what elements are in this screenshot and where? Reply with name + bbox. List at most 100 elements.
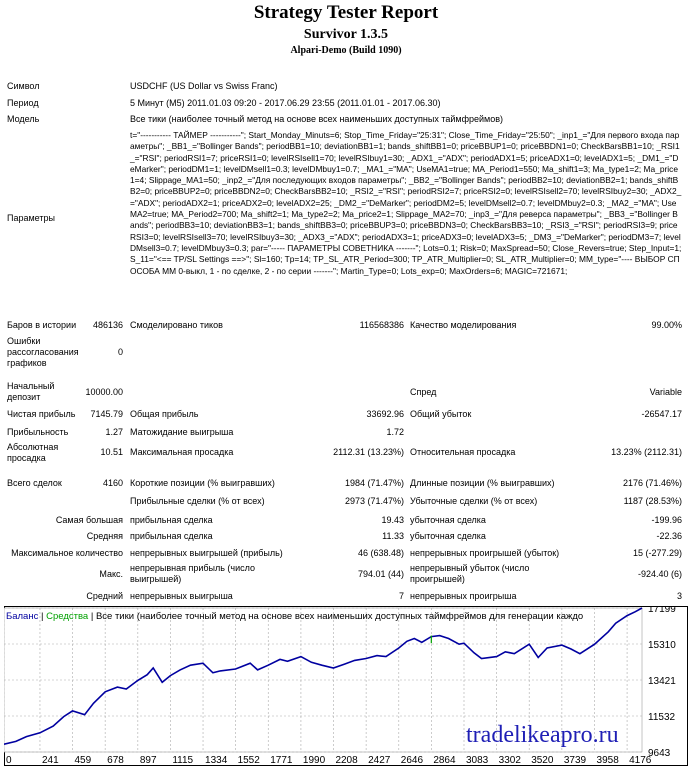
x-tick-label: 2208 (335, 755, 358, 766)
avg-wins-label: непрерывных выигрыша (130, 591, 233, 601)
max-drawdown-label: Максимальная просадка (130, 447, 234, 457)
net-profit-value: 7145.79 (90, 409, 123, 419)
long-positions-label: Длинные позиции (% выигравших) (410, 478, 555, 488)
largest-profit-value: 19.43 (381, 515, 404, 525)
errors-value: 0 (117, 347, 123, 357)
bars-value: 486136 (92, 320, 123, 330)
consec-loss-value: -924.40 (6) (637, 569, 682, 579)
model-label: Модель (7, 114, 40, 124)
x-tick-label: 3520 (531, 755, 554, 766)
ticks-label: Смоделировано тиков (130, 320, 223, 330)
avg-wins-value: 7 (398, 591, 404, 601)
profit-trades-value: 2973 (71.47%) (344, 496, 404, 506)
average-trade-label: Средняя (86, 531, 123, 541)
x-tick-label: 678 (107, 755, 124, 766)
net-profit-label: Чистая прибыль (7, 409, 76, 419)
y-tick-label: 15310 (648, 640, 676, 651)
spread-value: Variable (649, 387, 682, 397)
avg-loss-value: -22.36 (656, 531, 682, 541)
watermark: tradelikeapro.ru (466, 722, 619, 748)
average-label: Средний (86, 591, 123, 601)
consec-profit-value: 794.01 (44) (357, 569, 404, 579)
gross-loss-value: -26547.17 (641, 409, 682, 419)
consec-wins-value: 46 (638.48) (357, 548, 404, 558)
params-label: Параметры (7, 213, 55, 223)
short-positions-label: Короткие позиции (% выигравших) (130, 478, 275, 488)
y-tick-label: 9643 (648, 748, 671, 759)
x-tick-label: 1990 (303, 755, 326, 766)
legend-model: Все тики (наиболее точный метод на основ… (95, 611, 584, 622)
short-positions-value: 1984 (71.47%) (344, 478, 404, 488)
period-value: 5 Минут (M5) 2011.01.03 09:20 - 2017.06.… (130, 98, 441, 108)
x-tick-label: 1771 (270, 755, 293, 766)
gross-profit-value: 33692.96 (366, 409, 404, 419)
rel-drawdown-value: 13.23% (2112.31) (611, 447, 682, 457)
consec-losses-value: 15 (-277.29) (632, 548, 682, 558)
max-label: Макс. (99, 569, 123, 579)
gross-loss-label: Общий убыток (410, 409, 472, 419)
consec-wins-label: непрерывных выигрышей (прибыль) (130, 548, 283, 558)
deposit-value: 10000.00 (85, 387, 123, 397)
loss-trades-label: Убыточные сделки (% от всех) (410, 496, 538, 506)
total-trades-value: 4160 (102, 478, 123, 488)
quality-label: Качество моделирования (410, 320, 517, 330)
consec-loss-label: непрерывный убыток (число проигрышей) (410, 563, 530, 584)
avg-losses-label: непрерывных проигрыша (410, 591, 517, 601)
largest-loss-label: убыточная сделка (410, 515, 486, 525)
avg-loss-label: убыточная сделка (410, 531, 486, 541)
balance-chart: 17199 15310 13421 11532 9643 0 241 459 678 897 111… (4, 606, 688, 766)
legend-balance: Баланс (6, 611, 39, 622)
x-tick-label: 1115 (172, 755, 193, 766)
abs-drawdown-value: 10.51 (100, 447, 123, 457)
balance-line (4, 607, 643, 745)
y-tick-label: 11532 (648, 712, 676, 723)
report-title: Strategy Tester Report (253, 2, 439, 23)
avg-profit-value: 11.33 (382, 531, 404, 541)
x-tick-label: 4176 (629, 755, 652, 766)
x-tick-label: 459 (74, 755, 91, 766)
avg-losses-value: 3 (676, 591, 682, 601)
ea-name: Survivor 1.3.5 (303, 27, 389, 42)
spread-label: Спред (410, 387, 437, 397)
period-label: Период (7, 98, 39, 108)
rel-drawdown-label: Относительная просадка (410, 447, 516, 457)
expected-payoff-label: Матожидание выигрыша (130, 427, 234, 437)
x-tick-label: 3739 (564, 755, 587, 766)
params-value: t="----------- ТАЙМЕР -----------"; Star… (130, 130, 682, 276)
x-tick-label: 3958 (597, 755, 620, 766)
x-tick-label: 2646 (401, 755, 424, 766)
expected-payoff-value: 1.72 (386, 427, 404, 437)
profit-factor-label: Прибыльность (7, 427, 69, 437)
quality-value: 99.00% (651, 320, 682, 330)
x-tick-label: 1552 (238, 755, 261, 766)
errors-label: Ошибки рассогласования графиков (7, 336, 79, 368)
x-tick-label: 2864 (433, 755, 456, 766)
long-positions-value: 2176 (71.46%) (622, 478, 682, 488)
chart-legend: Баланс | Средства | Все тики (наиболее т… (6, 611, 584, 622)
total-trades-label: Всего сделок (7, 478, 62, 488)
max-drawdown-value: 2112.31 (13.23%) (333, 447, 404, 457)
x-tick-label: 2427 (368, 755, 391, 766)
x-tick-label: 3083 (466, 755, 489, 766)
profit-trades-label: Прибыльные сделки (% от всех) (130, 496, 265, 506)
symbol-value: USDCHF (US Dollar vs Swiss Franc) (130, 81, 278, 91)
y-tick-label: 13421 (648, 676, 676, 687)
ticks-value: 116568386 (359, 320, 404, 330)
loss-trades-value: 1187 (28.53%) (623, 496, 682, 506)
abs-drawdown-label: Абсолютная просадка (7, 442, 59, 463)
model-value: Все тики (наиболее точный метод на основ… (130, 114, 503, 124)
x-tick-label: 241 (42, 755, 59, 766)
largest-loss-value: -199.96 (651, 515, 682, 525)
legend-equity: Средства (46, 611, 89, 622)
bars-label: Баров в истории (7, 320, 77, 330)
max-count-label: Максимальное количество (11, 548, 123, 558)
deposit-label: Начальный депозит (7, 381, 55, 402)
x-tick-label: 897 (140, 755, 157, 766)
x-tick-label: 3302 (499, 755, 522, 766)
gross-profit-label: Общая прибыль (130, 409, 199, 419)
largest-profit-label: прибыльная сделка (130, 515, 213, 525)
plot-area (4, 607, 643, 753)
avg-profit-label: прибыльная сделка (130, 531, 213, 541)
y-tick-label: 17199 (648, 606, 676, 615)
consec-profit-label: непрерывная прибыль (число выигрышей) (130, 563, 256, 584)
